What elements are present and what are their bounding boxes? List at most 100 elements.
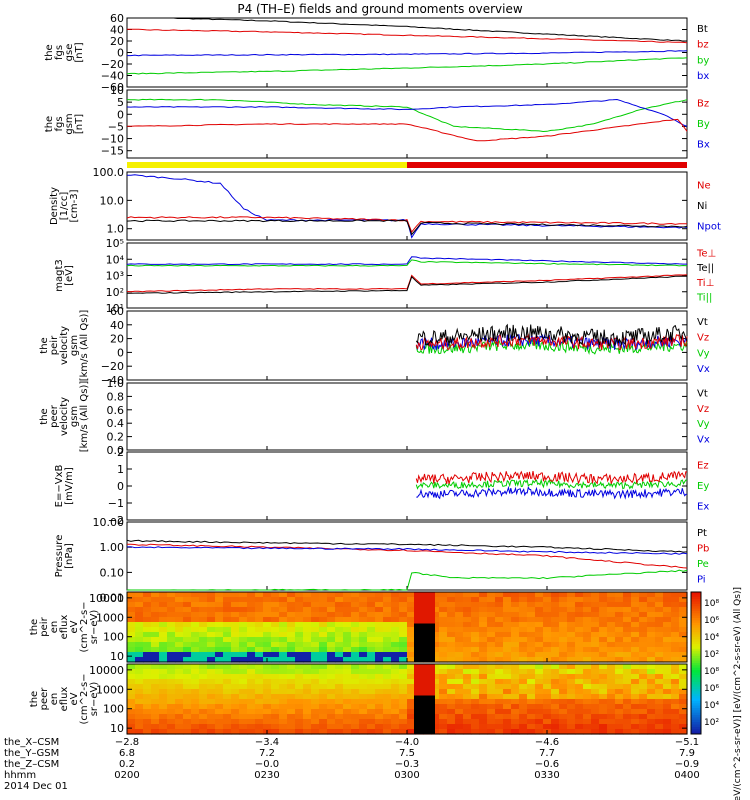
spectrogram-cell [279,709,288,715]
spectrogram-cell [671,627,680,633]
legend-entry: Vx [697,364,710,375]
spectrogram-cell [679,694,688,700]
spectrogram-cell [455,602,464,608]
spectrogram-cell [447,647,456,653]
spectrogram-cell [623,647,632,653]
spectrogram-cell [543,689,552,695]
legend-entry: Ti|| [696,293,712,304]
spectrogram-cell [583,709,592,715]
spectrogram-cell [639,694,648,700]
spectrogram-cell [319,642,328,648]
spectrogram-cell [639,612,648,618]
spectrogram-cell [343,612,352,618]
spectrogram-cell [231,679,240,685]
spectrogram-cell [191,602,200,608]
spectrogram-cell [207,632,216,638]
spectrogram-cell [655,622,664,628]
spectrogram-cell [167,669,176,675]
spectrogram-cell [455,724,464,730]
spectrogram-cell [183,602,192,608]
spectrogram-cell [351,602,360,608]
spectrogram-cell [399,714,408,720]
spectrogram-cell [407,622,416,628]
spectrogram-cell [135,642,144,648]
spectrogram-cell [231,719,240,725]
spectrogram-cell [207,709,216,715]
spectrogram-cell [247,724,256,730]
spectrogram-cell [527,607,536,613]
spectrogram-cell [359,664,368,670]
spectrogram-cell [375,652,384,658]
spectrogram-cell [327,729,336,735]
spectrogram-cell [591,642,600,648]
spectrogram-cell [287,657,296,663]
spectrogram-cell [255,642,264,648]
spectrogram-cell [391,679,400,685]
spectrogram-cell [287,724,296,730]
spectrogram-cell [311,592,320,598]
spectrogram-cell [279,679,288,685]
spectrogram-cell [639,684,648,690]
spectrogram-cell [495,674,504,680]
spectrogram-cell [215,709,224,715]
spectrogram-cell [135,694,144,700]
spectrogram-cell [519,622,528,628]
colorbar-cell [691,601,701,605]
spectrogram-cell [599,669,608,675]
spectrogram-cell [199,714,208,720]
spectrogram-cell [167,627,176,633]
y-axis-label-line: the [29,619,40,635]
spectrogram-cell [535,627,544,633]
spectrogram-cell [551,689,560,695]
spectrogram-cell [199,612,208,618]
spectrogram-cell [679,719,688,725]
spectrogram-cell [495,694,504,700]
spectrogram-cell [399,664,408,670]
spectrogram-cell [295,684,304,690]
spectrogram-cell [351,612,360,618]
spectrogram-cell [519,729,528,735]
spectrogram-cell [135,719,144,725]
spectrogram-cell [439,684,448,690]
spectrogram-cell [199,642,208,648]
spectrogram-cell [247,709,256,715]
spectrogram-cell [535,684,544,690]
spectrogram-cell [671,674,680,680]
spectrogram-cell [599,627,608,633]
spectrogram-cell [247,664,256,670]
spectrogram-cell [359,674,368,680]
spectrogram-cell [167,709,176,715]
spectrogram-cell [367,719,376,725]
legend-entry: Ez [697,460,709,471]
spectrogram-cell [551,669,560,675]
spectrogram-cell [151,694,160,700]
spectrogram-cell [159,642,168,648]
spectrogram-cell [607,714,616,720]
spectrogram-cell [543,637,552,643]
spectrogram-cell [367,597,376,603]
spectrogram-cell [191,699,200,705]
spectrogram-cell [575,714,584,720]
spectrogram-cell [279,694,288,700]
spectrogram-cell [543,679,552,685]
spectrogram-cell [335,689,344,695]
spectrogram-cell [375,709,384,715]
spectrogram-cell [351,689,360,695]
spectrogram-cell [431,679,440,685]
spectrogram-cell [359,602,368,608]
time-axis-value: 7.5 [399,748,415,759]
y-axis-label-line: gsm [64,113,75,134]
spectrogram-cell [655,617,664,623]
spectrogram-cell [319,664,328,670]
spectrogram-cell [599,694,608,700]
spectrogram-cell [375,627,384,633]
series-red [415,333,688,351]
spectrogram-cell [183,622,192,628]
spectrogram-cell [327,689,336,695]
spectrogram-cell [183,729,192,735]
y-tick-label: −10 [101,133,124,146]
spectrogram-cell [679,612,688,618]
spectrogram-cell [151,642,160,648]
spectrogram-cell [583,612,592,618]
spectrogram-cell [295,597,304,603]
